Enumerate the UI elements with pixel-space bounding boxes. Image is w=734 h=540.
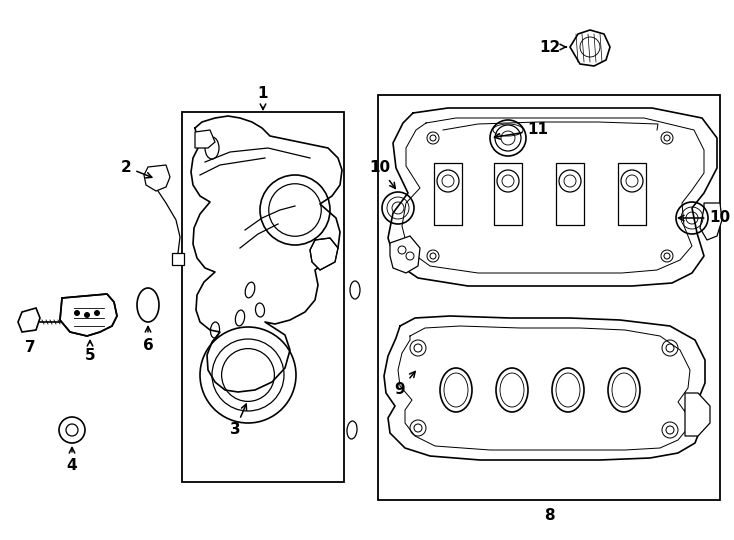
Bar	[494, 163, 522, 225]
Polygon shape	[195, 130, 215, 148]
Polygon shape	[570, 30, 610, 66]
Polygon shape	[390, 236, 420, 273]
Bar	[434, 163, 462, 225]
Polygon shape	[191, 116, 342, 392]
Circle shape	[94, 310, 100, 316]
Text: 4: 4	[67, 448, 77, 472]
Polygon shape	[388, 108, 717, 286]
Polygon shape	[384, 316, 705, 460]
Text: 3: 3	[230, 404, 247, 437]
Text: 6: 6	[142, 327, 153, 353]
Polygon shape	[700, 203, 722, 240]
Text: 9: 9	[395, 372, 415, 397]
Text: 1: 1	[258, 86, 268, 110]
Bar	[618, 163, 646, 225]
Bar	[556, 163, 584, 225]
Circle shape	[84, 312, 90, 318]
Polygon shape	[685, 393, 710, 436]
Text: 5: 5	[84, 341, 95, 363]
Bar	[378, 95, 720, 500]
Text: 10: 10	[369, 160, 396, 188]
Text: 11: 11	[495, 123, 548, 139]
Text: 10: 10	[678, 211, 730, 226]
Text: 12: 12	[539, 39, 567, 55]
Polygon shape	[144, 165, 170, 191]
Text: 8: 8	[544, 509, 554, 523]
Polygon shape	[60, 294, 117, 336]
Polygon shape	[310, 238, 338, 270]
Circle shape	[74, 310, 80, 316]
Text: 7: 7	[25, 341, 35, 355]
Polygon shape	[172, 253, 184, 265]
Bar	[182, 112, 344, 482]
Text: 2: 2	[120, 159, 152, 178]
Polygon shape	[18, 308, 40, 332]
